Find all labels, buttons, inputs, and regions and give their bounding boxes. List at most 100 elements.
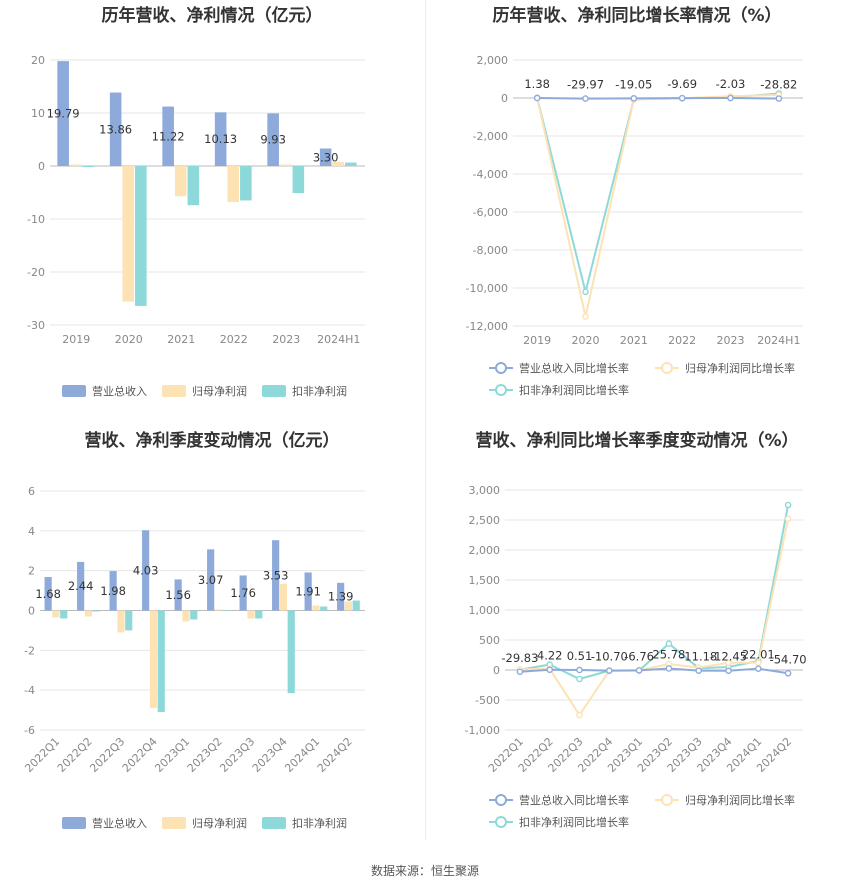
x-tick-label: 2020 bbox=[115, 333, 143, 346]
legend-swatch bbox=[162, 385, 186, 397]
data-label: -12.45 bbox=[710, 650, 747, 664]
x-tick-label: 2019 bbox=[523, 334, 551, 347]
x-tick-label: 2023 bbox=[272, 333, 300, 346]
data-label: 4.22 bbox=[537, 649, 563, 663]
y-tick-label: -2 bbox=[24, 644, 35, 657]
data-label: 3.30 bbox=[313, 150, 339, 164]
x-tick-label: 2019 bbox=[62, 333, 90, 346]
y-tick-label: -8,000 bbox=[473, 244, 508, 257]
legend-label: 营业总收入同比增长率 bbox=[519, 793, 629, 807]
y-tick-label: 4 bbox=[28, 525, 35, 538]
bar bbox=[227, 166, 240, 203]
y-tick-label: 0 bbox=[493, 664, 500, 677]
bar bbox=[279, 164, 292, 166]
bar bbox=[344, 601, 353, 611]
x-tick-label: 2021 bbox=[620, 334, 648, 347]
y-tick-label: -4 bbox=[24, 684, 35, 697]
x-tick-label: 2023Q2 bbox=[185, 735, 225, 775]
data-label: 9.93 bbox=[260, 133, 286, 147]
bar bbox=[240, 166, 252, 201]
legend-label: 归母净利润同比增长率 bbox=[685, 793, 795, 807]
y-tick-label: -20 bbox=[27, 266, 45, 279]
data-label: -19.05 bbox=[615, 77, 652, 91]
bar bbox=[82, 166, 95, 168]
bar bbox=[44, 577, 52, 611]
y-tick-label: 1,500 bbox=[469, 574, 501, 587]
bar bbox=[332, 162, 345, 166]
series-point bbox=[678, 94, 686, 102]
legend-swatch-marker bbox=[661, 794, 673, 806]
legend-label: 营业总收入 bbox=[92, 816, 147, 830]
data-label: -11.18 bbox=[680, 650, 717, 664]
data-label: 1.91 bbox=[295, 584, 321, 598]
bar bbox=[69, 164, 82, 166]
y-tick-label: 6 bbox=[28, 485, 35, 498]
data-label: 19.79 bbox=[47, 107, 80, 121]
legend-swatch bbox=[262, 385, 286, 397]
bar bbox=[320, 606, 328, 611]
panel-quarterly-growth: 营收、净利同比增长率季度变动情况（%） 3,000 2,500 2,000 1,500 1… bbox=[425, 425, 850, 855]
bar bbox=[157, 610, 165, 713]
legend-label: 营业总收入 bbox=[92, 384, 147, 398]
chart-title: 历年营收、净利情况（亿元） bbox=[102, 5, 323, 26]
series-point bbox=[635, 667, 643, 674]
series-point bbox=[533, 94, 541, 102]
legend-label: 扣非净利润 bbox=[292, 816, 347, 830]
bar bbox=[207, 549, 215, 611]
y-tick-label: -6,000 bbox=[473, 206, 508, 219]
series-point bbox=[725, 667, 732, 675]
bar bbox=[352, 600, 360, 611]
legend-swatch bbox=[262, 817, 286, 829]
data-label: -29.97 bbox=[567, 78, 604, 92]
series-point bbox=[784, 501, 792, 509]
data-label: -10.70 bbox=[591, 650, 628, 664]
data-label: -2.03 bbox=[716, 77, 746, 91]
bar bbox=[125, 610, 133, 631]
series-point bbox=[516, 668, 524, 676]
data-label: -29.83 bbox=[501, 651, 538, 665]
series-point bbox=[775, 95, 783, 102]
legend-swatch-marker bbox=[495, 384, 507, 396]
data-label: -54.70 bbox=[770, 652, 807, 666]
y-tick-label: -2,000 bbox=[473, 130, 508, 143]
bar bbox=[149, 610, 158, 709]
bar bbox=[135, 166, 147, 306]
y-tick-label: 20 bbox=[31, 54, 45, 67]
x-tick-label: 2022 bbox=[220, 333, 248, 346]
legend-label: 扣非净利润同比增长率 bbox=[519, 815, 629, 829]
data-label: 0.51 bbox=[567, 649, 593, 663]
legend-label: 归母净利润 bbox=[192, 816, 247, 830]
y-tick-label: 10 bbox=[31, 107, 45, 120]
data-label: 1.56 bbox=[165, 588, 191, 602]
x-tick-label: 2022 bbox=[668, 334, 696, 347]
quarterly-amount-chart: 营收、净利季度变动情况（亿元）6420-2-4-62022Q12022Q2202… bbox=[22, 430, 365, 830]
y-tick-label: 2 bbox=[28, 565, 35, 578]
panel-quarterly-amount: 营收、净利季度变动情况（亿元） 6 4 2 0 -2 -4 -6 2022Q1 2022Q2 202… bbox=[0, 425, 425, 855]
series-line bbox=[537, 96, 779, 100]
panel-annual-amount: 历年营收、净利情况（亿元） 20 10 0 -10 -20 -30 2019 2020 2021 2… bbox=[0, 0, 425, 430]
series-point bbox=[582, 95, 589, 102]
x-tick-label: 2020 bbox=[572, 334, 600, 347]
source-label: 数据来源：恒生聚源 bbox=[370, 864, 479, 878]
bar bbox=[142, 530, 150, 611]
x-tick-label: 2024Q1 bbox=[282, 735, 322, 775]
y-tick-label: 1,000 bbox=[469, 604, 501, 617]
bar bbox=[52, 610, 60, 618]
bar bbox=[162, 106, 174, 166]
annual-amount-chart: 历年营收、净利情况（亿元） 20 10 0 -10 -20 -30 2019 2020 2021 2… bbox=[27, 5, 365, 398]
series-point bbox=[784, 515, 792, 523]
bar bbox=[60, 610, 68, 619]
y-tick-label: 0 bbox=[501, 92, 508, 105]
x-tick-label: 2023Q1 bbox=[152, 735, 192, 775]
legend-label: 归母净利润 bbox=[192, 384, 247, 398]
series-point bbox=[582, 313, 589, 320]
bar bbox=[304, 572, 312, 611]
bar bbox=[287, 610, 295, 694]
data-label: 1.98 bbox=[100, 584, 126, 598]
x-tick-label: 2021 bbox=[167, 333, 195, 346]
bar bbox=[122, 166, 135, 302]
y-tick-label: -6 bbox=[24, 724, 35, 737]
data-label: 1.39 bbox=[328, 590, 354, 604]
bar bbox=[84, 610, 93, 617]
y-tick-label: 2,000 bbox=[469, 544, 501, 557]
